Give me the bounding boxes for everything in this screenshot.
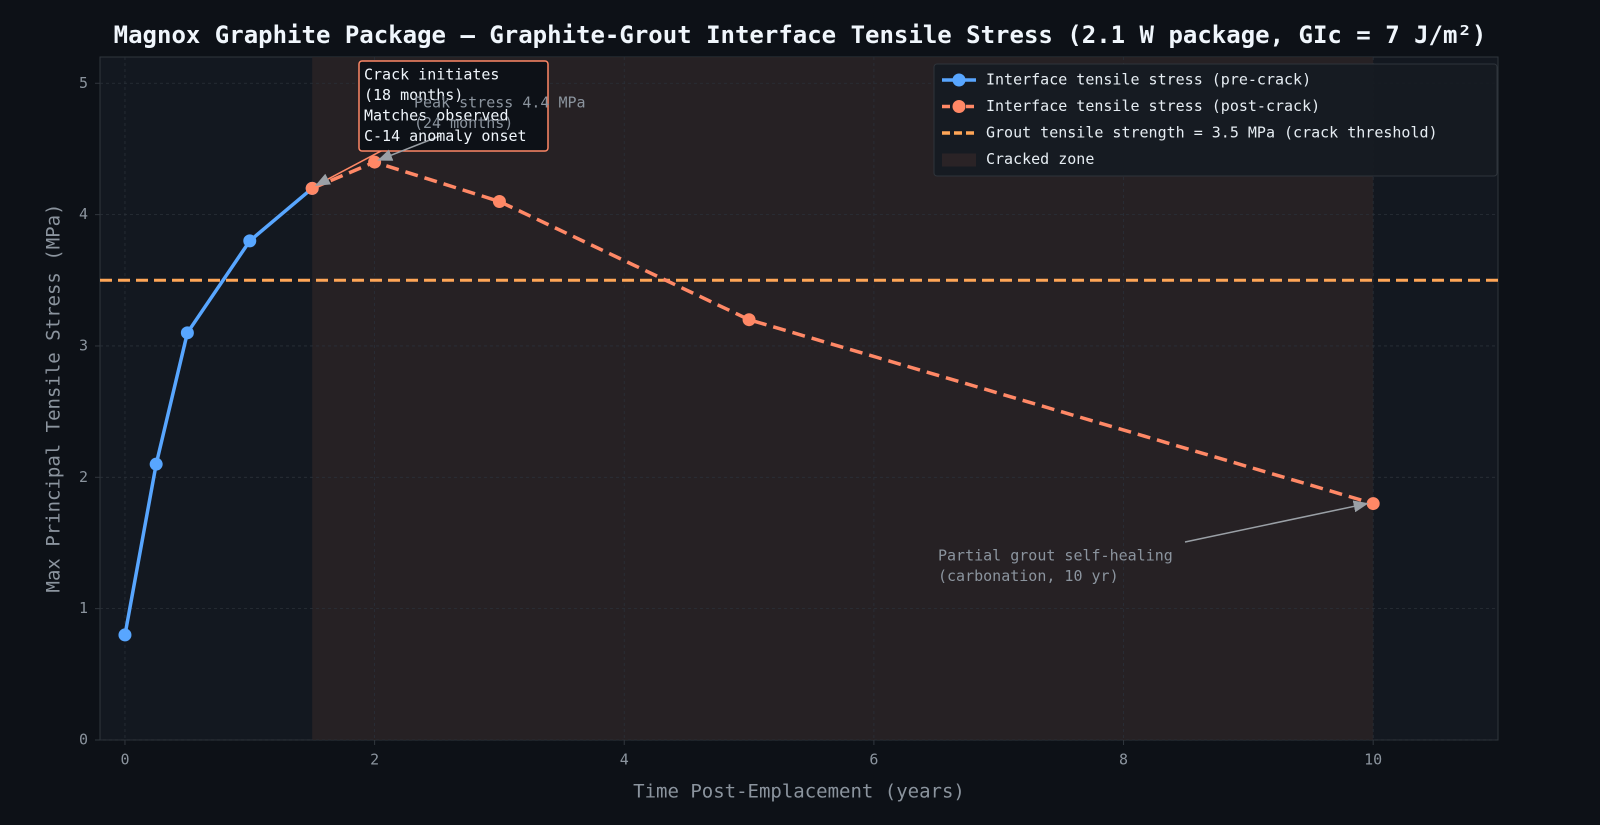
x-tick-label: 2 [370, 751, 379, 769]
x-tick-label: 0 [120, 751, 129, 769]
data-point [305, 181, 319, 195]
data-point [180, 326, 194, 340]
y-tick-label: 5 [79, 74, 88, 92]
x-axis-label: Time Post-Emplacement (years) [633, 781, 965, 803]
annotation-text: (18 months) [364, 86, 463, 104]
data-point [1366, 497, 1380, 511]
x-tick-label: 6 [869, 751, 878, 769]
y-tick-label: 3 [79, 336, 88, 354]
annotation-arrow [377, 135, 441, 161]
data-point [492, 194, 506, 208]
y-tick-label: 2 [79, 468, 88, 486]
legend-label: Grout tensile strength = 3.5 MPa (crack … [986, 124, 1438, 142]
annotation-arrow [1184, 500, 1369, 543]
annotation-text: (24 months) [414, 114, 513, 132]
chart-title: Magnox Graphite Package — Graphite-Grout… [114, 21, 1487, 49]
legend-label: Cracked zone [986, 150, 1094, 168]
annotation-text: Crack initiates [364, 66, 499, 84]
annotation-text: (carbonation, 10 yr) [938, 567, 1119, 585]
annotation-arrow [314, 149, 384, 187]
legend-label: Interface tensile stress (pre-crack) [986, 71, 1311, 89]
legend [933, 63, 1498, 177]
legend-marker [952, 100, 966, 113]
annotation-text: Matches observed [364, 107, 509, 125]
data-point [118, 628, 132, 642]
y-axis-label: Max Principal Tensile Stress (MPa) [43, 204, 65, 593]
x-tick-label: 4 [620, 751, 629, 769]
x-tick-label: 8 [1119, 751, 1128, 769]
annotation-text: Peak stress 4.4 MPa [414, 94, 586, 112]
legend-swatch [942, 153, 976, 167]
y-tick-label: 0 [79, 731, 88, 749]
data-point [243, 234, 257, 248]
legend-marker [952, 73, 966, 87]
data-point [742, 313, 756, 327]
annotation-text: C-14 anomaly onset [364, 127, 527, 145]
data-point [149, 457, 163, 471]
y-tick-label: 4 [79, 205, 88, 223]
annotation-text: Partial grout self-healing [938, 547, 1173, 565]
legend-label: Interface tensile stress (post-crack) [986, 97, 1320, 115]
annotation-box [358, 60, 549, 152]
y-tick-label: 1 [79, 599, 88, 617]
series-line [311, 160, 1374, 506]
x-tick-label: 10 [1364, 751, 1382, 769]
